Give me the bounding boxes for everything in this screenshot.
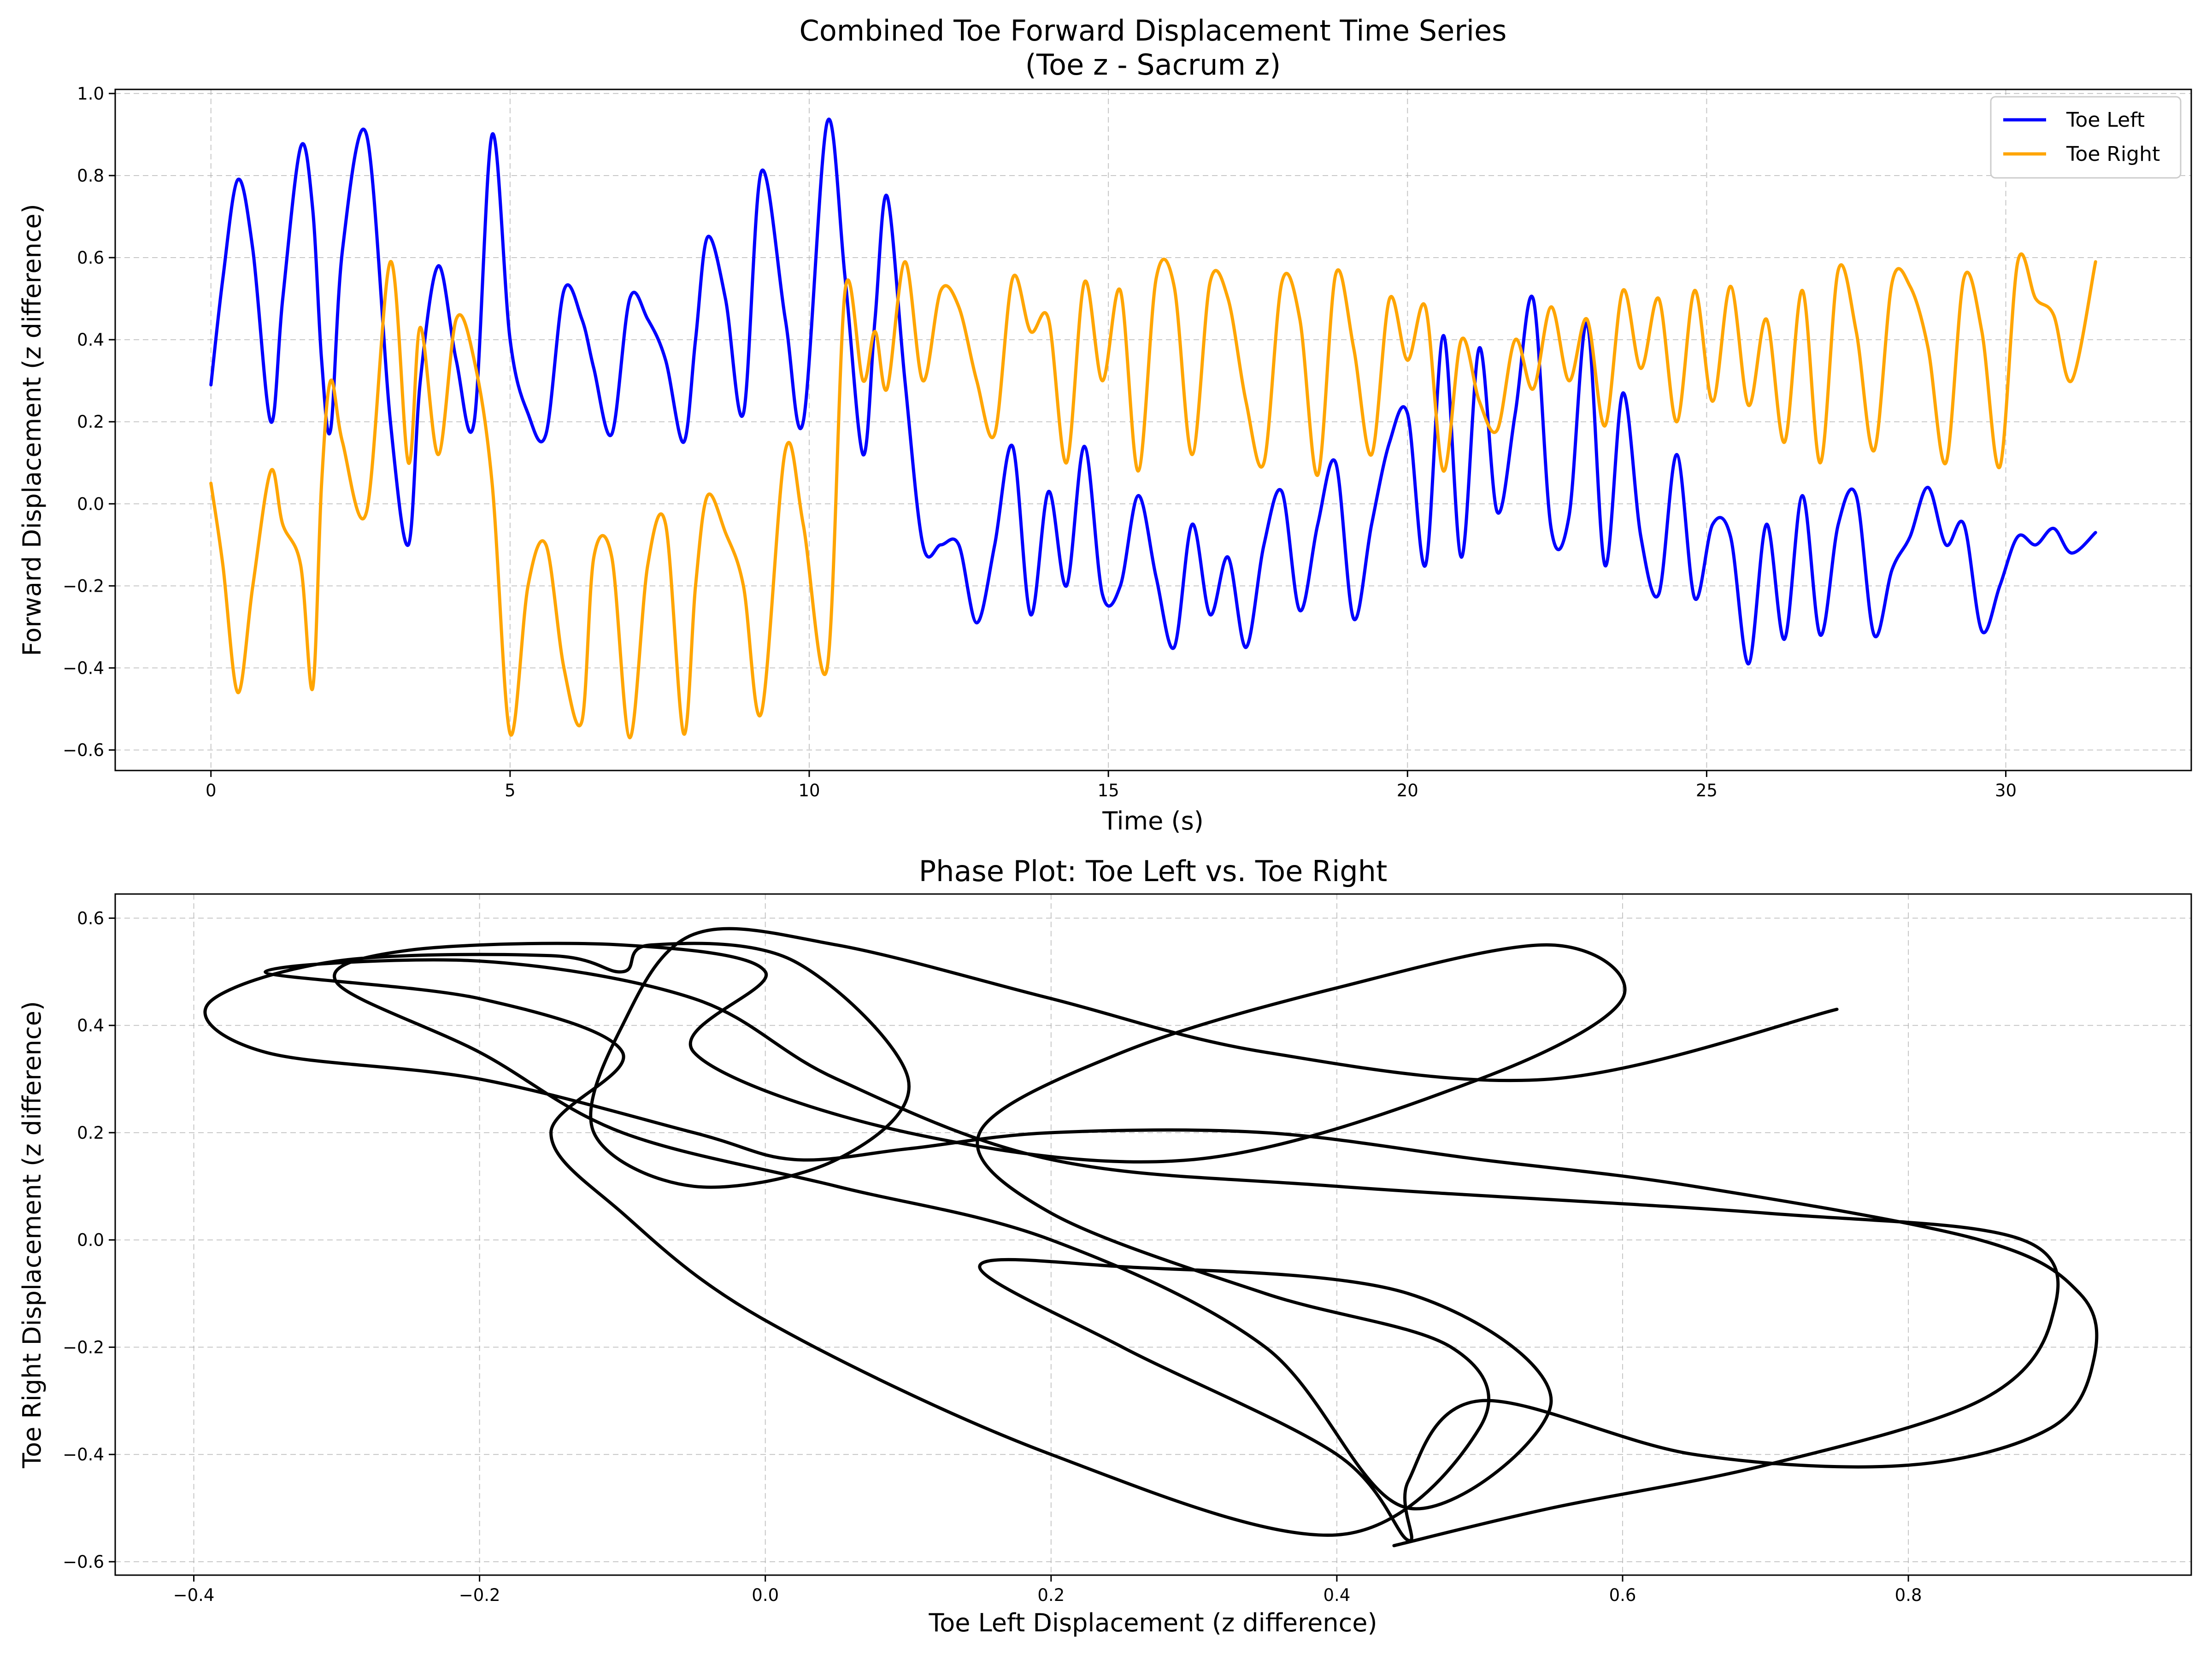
phase-plot-y-tick-label: 0.2 <box>77 1123 104 1143</box>
phase-plot-x-tick-label: 0.0 <box>752 1585 779 1605</box>
time-series-grid <box>115 89 2191 771</box>
time-series-y-tick-label: −0.2 <box>63 576 104 596</box>
legend-label-toe-left: Toe Left <box>2066 108 2145 132</box>
phase-plot-chart: Phase Plot: Toe Left vs. Toe Right −0.4−… <box>18 854 2192 1637</box>
time-series-y-axis-label: Forward Displacement (z difference) <box>18 204 47 656</box>
phase-plot-x-tick-label: −0.4 <box>173 1585 215 1605</box>
phase-plot-x-tick-label: 0.4 <box>1323 1585 1350 1605</box>
time-series-y-tick-label: −0.6 <box>63 740 104 760</box>
phase-plot-x-tick-label: 0.6 <box>1609 1585 1636 1605</box>
time-series-x-axis-label: Time (s) <box>1102 806 1204 835</box>
time-series-chart: Combined Toe Forward Displacement Time S… <box>18 14 2192 835</box>
phase-plot-trajectory <box>203 927 2099 1547</box>
time-series-y-tick-label: 0.0 <box>77 494 104 514</box>
phase-plot-y-tick-label: −0.6 <box>63 1552 104 1572</box>
time-series-x-tick-label: 30 <box>1995 781 2017 800</box>
phase-plot-ticks: −0.4 −0.2 0.0 0.2 0.4 0.6 0.8 −0.6 −0.4 −0.2 0.0 0.… <box>63 908 1922 1605</box>
phase-trajectory-line <box>203 927 2099 1547</box>
time-series-legend: Toe Left Toe Right <box>1990 96 2182 179</box>
time-series-x-tick-label: 10 <box>798 781 820 800</box>
phase-plot-y-tick-label: −0.2 <box>63 1337 104 1357</box>
time-series-lines <box>209 118 2097 740</box>
phase-plot-y-tick-label: −0.4 <box>63 1445 104 1465</box>
time-series-title-line-1: Combined Toe Forward Displacement Time S… <box>800 14 1507 47</box>
phase-plot-x-axis-label: Toe Left Displacement (z difference) <box>928 1608 1377 1637</box>
time-series-plot-frame <box>114 88 2192 771</box>
phase-plot-x-tick-label: 0.8 <box>1895 1585 1922 1605</box>
phase-plot-y-tick-label: 0.6 <box>77 908 104 928</box>
time-series-x-tick-label: 5 <box>505 781 516 800</box>
phase-plot-grid <box>115 894 2191 1575</box>
phase-plot-x-tick-label: −0.2 <box>459 1585 500 1605</box>
time-series-y-tick-label: 0.6 <box>77 248 104 268</box>
time-series-y-tick-label: 0.2 <box>77 412 104 432</box>
time-series-y-tick-label: 0.4 <box>77 330 104 350</box>
legend-frame <box>1990 96 2182 179</box>
phase-plot-y-tick-label: 0.0 <box>77 1230 104 1250</box>
time-series-title-line-2: (Toe z - Sacrum z) <box>1025 48 1281 82</box>
phase-plot-y-axis-label: Toe Right Displacement (z difference) <box>18 1001 47 1469</box>
phase-plot-frame <box>114 893 2192 1576</box>
series-line-toe-right <box>209 252 2097 740</box>
time-series-ticks: 0 5 10 15 20 25 30 −0.6 −0.4 −0.2 0.0 0.2 0.4 0.6 0.8 1… <box>63 84 2017 800</box>
phase-plot-title: Phase Plot: Toe Left vs. Toe Right <box>919 854 1388 888</box>
time-series-y-tick-label: −0.4 <box>63 658 104 678</box>
time-series-x-tick-label: 15 <box>1098 781 1119 800</box>
time-series-y-tick-label: 0.8 <box>77 166 104 186</box>
time-series-x-tick-label: 20 <box>1397 781 1418 800</box>
series-line-toe-left <box>209 118 2097 666</box>
time-series-x-tick-label: 25 <box>1696 781 1718 800</box>
time-series-y-tick-label: 1.0 <box>77 84 104 104</box>
phase-plot-x-tick-label: 0.2 <box>1037 1585 1065 1605</box>
time-series-x-tick-label: 0 <box>206 781 217 800</box>
phase-plot-y-tick-label: 0.4 <box>77 1016 104 1035</box>
legend-label-toe-right: Toe Right <box>2066 142 2160 166</box>
